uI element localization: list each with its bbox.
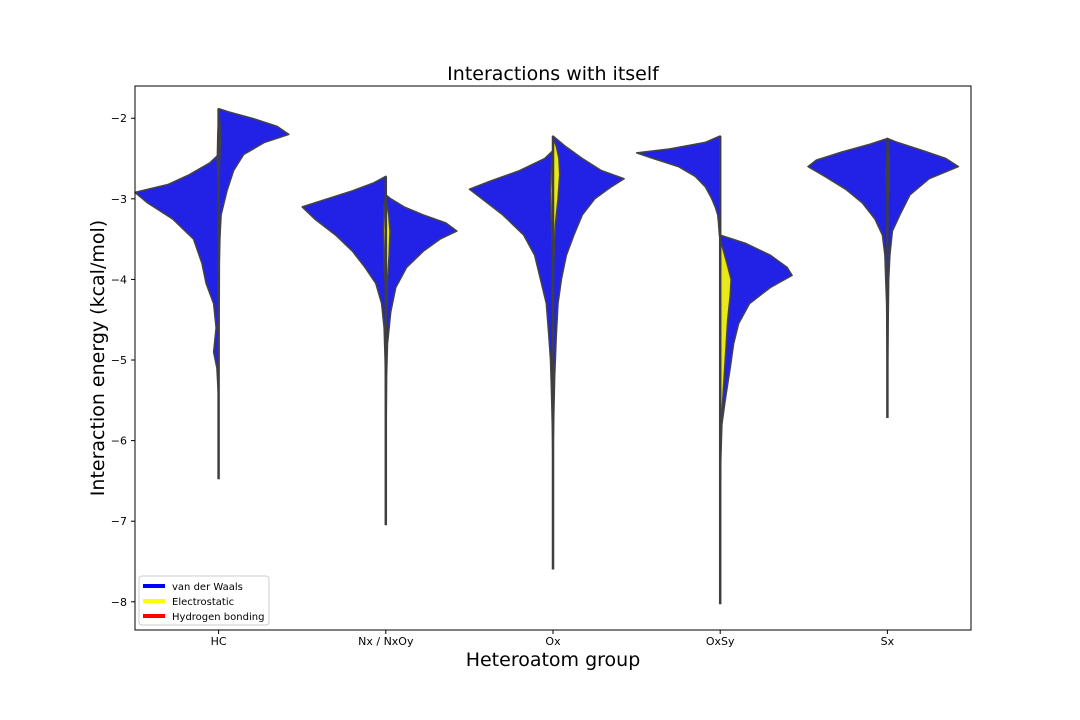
x-axis-label: Heteroatom group <box>466 649 641 671</box>
x-axis: HC Nx / NxOy Ox OxSy Sx <box>211 630 895 648</box>
violin-van-der-waals-right-1 <box>385 194 458 482</box>
whisker-layer <box>217 108 889 605</box>
legend-label: van der Waals <box>172 582 243 593</box>
x-tick-label: OxSy <box>706 635 735 648</box>
violin-van-der-waals-left-1 <box>301 175 387 402</box>
legend-label: Electrostatic <box>172 597 234 608</box>
y-axis-label: Interaction energy (kcal/mol) <box>87 220 109 496</box>
legend-box <box>138 575 270 626</box>
violin-van-der-waals-right-0 <box>217 107 290 402</box>
y-tick-label: −7 <box>111 515 127 528</box>
x-tick-label: HC <box>211 635 227 648</box>
y-tick-label: −4 <box>111 273 127 286</box>
violin-van-der-waals-left-2 <box>468 149 554 482</box>
y-axis: −2 −3 −4 −5 −6 −7 −8 <box>111 112 135 609</box>
legend: van der Waals Electrostatic Hydrogen bondi… <box>138 575 270 626</box>
x-tick-label: Sx <box>881 635 895 648</box>
legend-label: Hydrogen bonding <box>172 612 264 623</box>
violin-van-der-waals-right-2 <box>552 135 625 458</box>
violin-van-der-waals-left-3 <box>635 135 721 240</box>
violin-layer <box>134 107 960 490</box>
violin-van-der-waals-left-4 <box>807 137 889 377</box>
violin-van-der-waals-right-4 <box>886 137 960 402</box>
violin-van-der-waals-left-0 <box>134 153 220 418</box>
x-tick-label: Ox <box>545 635 561 648</box>
y-tick-label: −8 <box>111 596 127 609</box>
y-tick-label: −3 <box>111 193 127 206</box>
x-tick-label: Nx / NxOy <box>358 635 414 648</box>
chart-title: Interactions with itself <box>447 63 660 85</box>
y-tick-label: −5 <box>111 354 127 367</box>
y-tick-label: −2 <box>111 112 127 125</box>
y-tick-label: −6 <box>111 435 127 448</box>
violin-van-der-waals-right-3 <box>719 234 793 490</box>
